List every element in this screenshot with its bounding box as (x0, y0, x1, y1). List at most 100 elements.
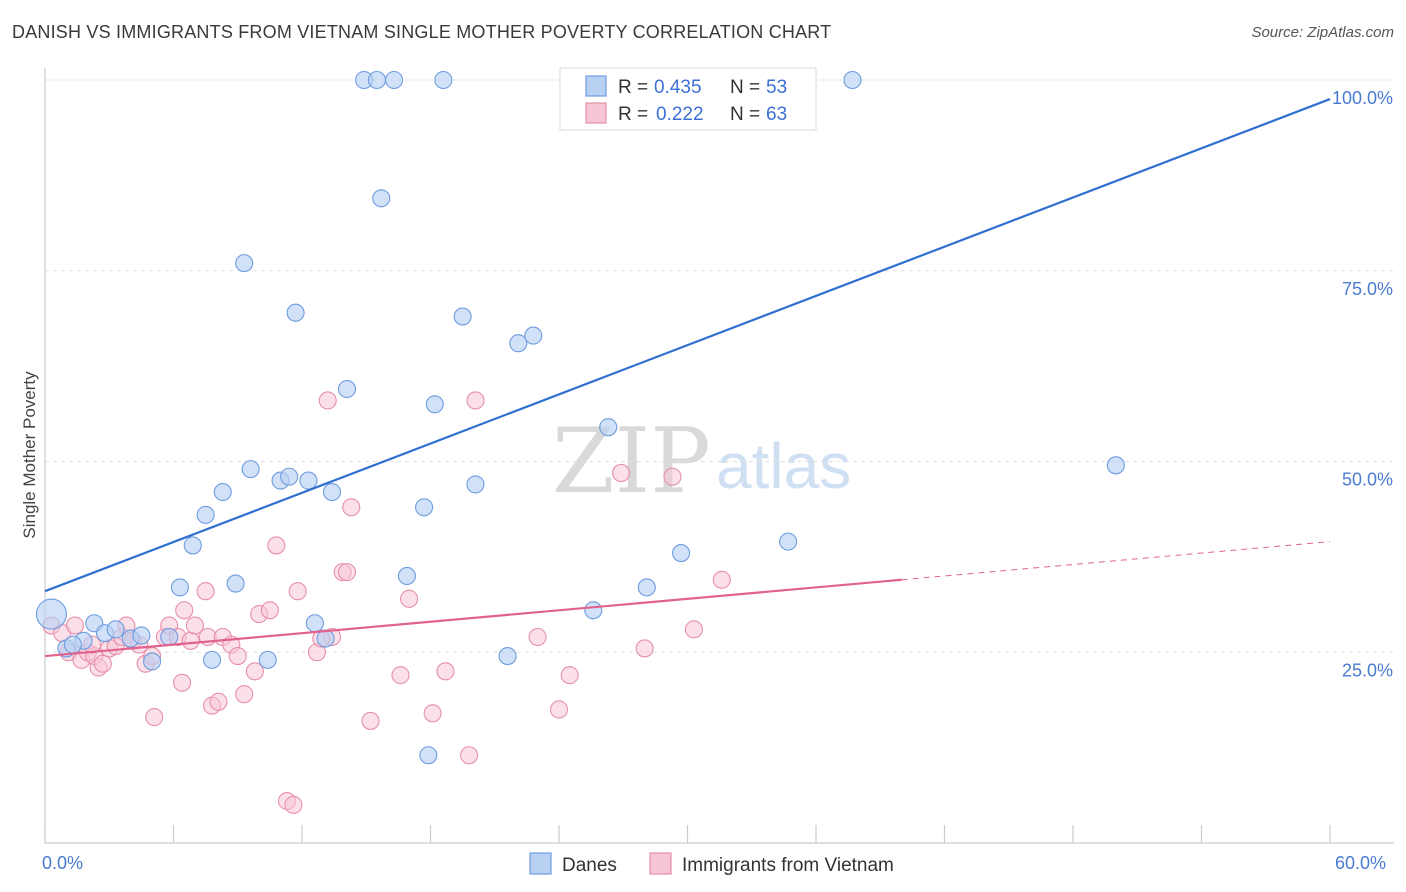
vietnam-point (635, 639, 654, 658)
legend-danes-swatch (585, 75, 607, 97)
danes-trend-line (44, 98, 1331, 593)
danes-point (466, 475, 485, 494)
vietnam-point (612, 463, 631, 482)
y-tick-label: 100.0% (1332, 88, 1393, 108)
y-tick-label: 50.0% (1342, 470, 1393, 490)
vietnam-point (712, 570, 731, 589)
vietnam-point (549, 700, 569, 719)
danes-point (419, 746, 438, 765)
legend-vietnam-r-value: 0.222 (656, 104, 704, 125)
vietnam-point (245, 662, 264, 681)
watermark-atlas: atlas (716, 430, 851, 502)
danes-point (241, 460, 260, 479)
danes-point (434, 70, 453, 90)
vietnam-point (209, 692, 228, 711)
vietnam-point (284, 795, 303, 814)
vietnam-point (400, 589, 419, 608)
danes-point (322, 482, 342, 502)
x-tick-label-max: 60.0% (1335, 853, 1386, 873)
vietnam-point (528, 627, 547, 647)
legend-danes-n-value: 53 (766, 77, 787, 98)
vietnam-point (288, 582, 307, 601)
danes-point (637, 578, 656, 597)
vietnam-point (175, 601, 194, 620)
bottom-legend-vietnam-swatch (649, 852, 672, 875)
vietnam-point (436, 662, 455, 681)
vietnam-point (65, 616, 85, 635)
legend-danes-r-label: R = (618, 77, 648, 98)
legend-vietnam-swatch (585, 102, 607, 124)
vietnam-point (361, 711, 380, 730)
vietnam-point (318, 391, 337, 410)
bottom-legend-danes-swatch (529, 852, 552, 875)
danes-point (415, 498, 434, 517)
vietnam-point (260, 601, 279, 620)
vietnam-point (181, 631, 200, 650)
danes-point (63, 635, 82, 654)
vietnam-point (145, 708, 164, 727)
vietnam-point (663, 467, 682, 486)
danes-point (498, 647, 517, 666)
danes-point (35, 598, 67, 630)
danes-point (843, 70, 862, 90)
danes-point (143, 652, 162, 671)
vietnam-point (560, 666, 579, 685)
vietnam-point (342, 498, 361, 517)
danes-point (599, 418, 618, 437)
danes-point (425, 395, 444, 414)
danes-point (1106, 456, 1125, 475)
y-tick-label: 75.0% (1342, 279, 1393, 299)
danes-point (337, 379, 357, 399)
axes: 25.0% 50.0% 75.0% 100.0% (44, 68, 1394, 844)
danes-point (235, 254, 254, 273)
x-tick-label-min: 0.0% (42, 853, 83, 873)
chart-title: DANISH VS IMMIGRANTS FROM VIETNAM SINGLE… (12, 22, 832, 42)
vietnam-point (459, 746, 479, 765)
vietnam-point (185, 616, 204, 635)
vietnam-point (196, 582, 215, 601)
vietnam-trend-extension (901, 541, 1331, 581)
danes-point (132, 626, 151, 645)
vietnam-point (93, 654, 112, 673)
danes-point (305, 614, 324, 633)
series-danes-points (35, 70, 1125, 765)
vietnam-point (423, 704, 442, 723)
danes-point (280, 467, 299, 486)
bottom-legend-danes-label: Danes (562, 855, 617, 876)
danes-point (299, 471, 318, 490)
danes-point (372, 189, 391, 208)
danes-point (672, 544, 691, 563)
legend-danes-n-label: N = (730, 77, 760, 98)
vietnam-point (337, 563, 357, 582)
danes-point (367, 70, 387, 90)
trend-lines (44, 98, 1331, 658)
danes-point (258, 650, 277, 669)
danes-point (170, 578, 189, 597)
source-label: Source: ZipAtlas.com (1251, 24, 1394, 41)
danes-point (584, 601, 603, 620)
danes-point (213, 482, 232, 502)
vietnam-point (391, 666, 410, 685)
bottom-legend: Danes Immigrants from Vietnam (529, 852, 894, 876)
danes-point (106, 620, 125, 639)
danes-point (286, 303, 305, 322)
danes-point (524, 326, 543, 345)
danes-point (196, 505, 215, 524)
vietnam-point (228, 647, 247, 666)
danes-point (226, 574, 245, 593)
danes-point (453, 307, 472, 326)
vietnam-point (466, 391, 485, 410)
danes-point (160, 627, 179, 647)
vietnam-point (235, 685, 254, 704)
vietnam-point (684, 620, 703, 639)
gridlines (45, 79, 1394, 653)
danes-point (779, 532, 798, 551)
y-tick-label: 25.0% (1342, 660, 1393, 680)
danes-point (203, 650, 222, 669)
danes-point (397, 566, 416, 586)
legend-vietnam-n-label: N = (730, 104, 760, 125)
danes-point (183, 536, 202, 555)
vietnam-point (267, 536, 286, 555)
legend-danes-r-value: 0.435 (654, 77, 702, 98)
danes-point (509, 334, 528, 353)
